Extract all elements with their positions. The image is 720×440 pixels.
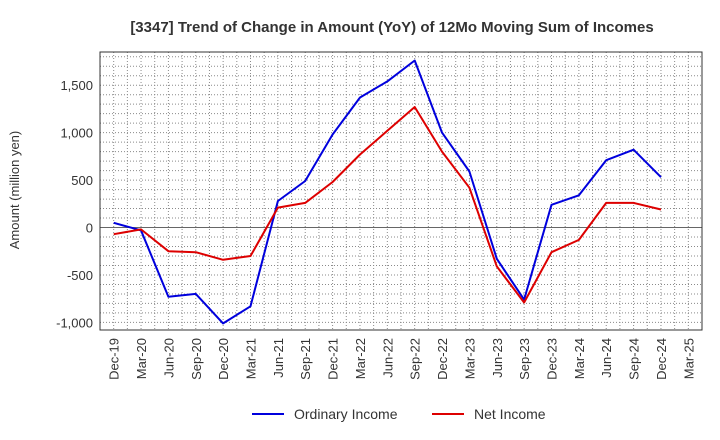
plot-frame xyxy=(99,51,703,331)
chart-title: [3347] Trend of Change in Amount (YoY) o… xyxy=(130,19,653,36)
x-tick-label: Mar-25 xyxy=(681,338,696,379)
y-tick-label: 1,500 xyxy=(60,78,93,93)
y-tick-label: 1,000 xyxy=(60,126,93,141)
series-line-ordinary-income xyxy=(113,59,662,325)
y-tick-label: 500 xyxy=(71,173,93,188)
x-tick-label: Mar-24 xyxy=(572,338,587,379)
legend: Ordinary Income Net Income xyxy=(252,406,546,422)
axes: -1,000 -500 0 500 1,000 1,500 Dec-19 Mar-20 Jun-… xyxy=(56,51,703,380)
x-tick-label: Jun-23 xyxy=(490,338,505,378)
series-lines xyxy=(113,59,662,325)
x-tick-label: Mar-23 xyxy=(462,338,477,379)
series-line-net-income xyxy=(113,106,662,304)
grid xyxy=(100,52,702,330)
x-tick-label: Jun-24 xyxy=(599,338,614,378)
x-tick-label: Dec-20 xyxy=(216,338,231,380)
legend-label: Ordinary Income xyxy=(294,406,398,422)
y-tick-label: -500 xyxy=(67,268,93,283)
x-tick-label: Dec-21 xyxy=(326,338,341,380)
x-tick-label: Mar-21 xyxy=(244,338,259,379)
x-tick-label: Jun-20 xyxy=(161,338,176,378)
legend-label: Net Income xyxy=(474,406,546,422)
x-tick-label: Sep-22 xyxy=(408,338,423,380)
x-tick-label: Dec-23 xyxy=(545,338,560,380)
x-tick-label: Dec-22 xyxy=(435,338,450,380)
y-axis-title: Amount (million yen) xyxy=(7,131,22,250)
x-tick-label: Dec-19 xyxy=(107,338,122,380)
y-tick-label: -1,000 xyxy=(56,315,93,330)
x-tick-label: Jun-22 xyxy=(380,338,395,378)
x-tick-label: Jun-21 xyxy=(271,338,286,378)
x-tick-label: Sep-21 xyxy=(298,338,313,380)
x-tick-label: Mar-20 xyxy=(134,338,149,379)
x-tick-label: Sep-20 xyxy=(189,338,204,380)
y-tick-label: 0 xyxy=(86,221,93,236)
x-tick-label: Dec-24 xyxy=(654,338,669,380)
x-tick-label: Sep-23 xyxy=(517,338,532,380)
x-tick-label: Sep-24 xyxy=(627,338,642,380)
x-tick-label: Mar-22 xyxy=(353,338,368,379)
